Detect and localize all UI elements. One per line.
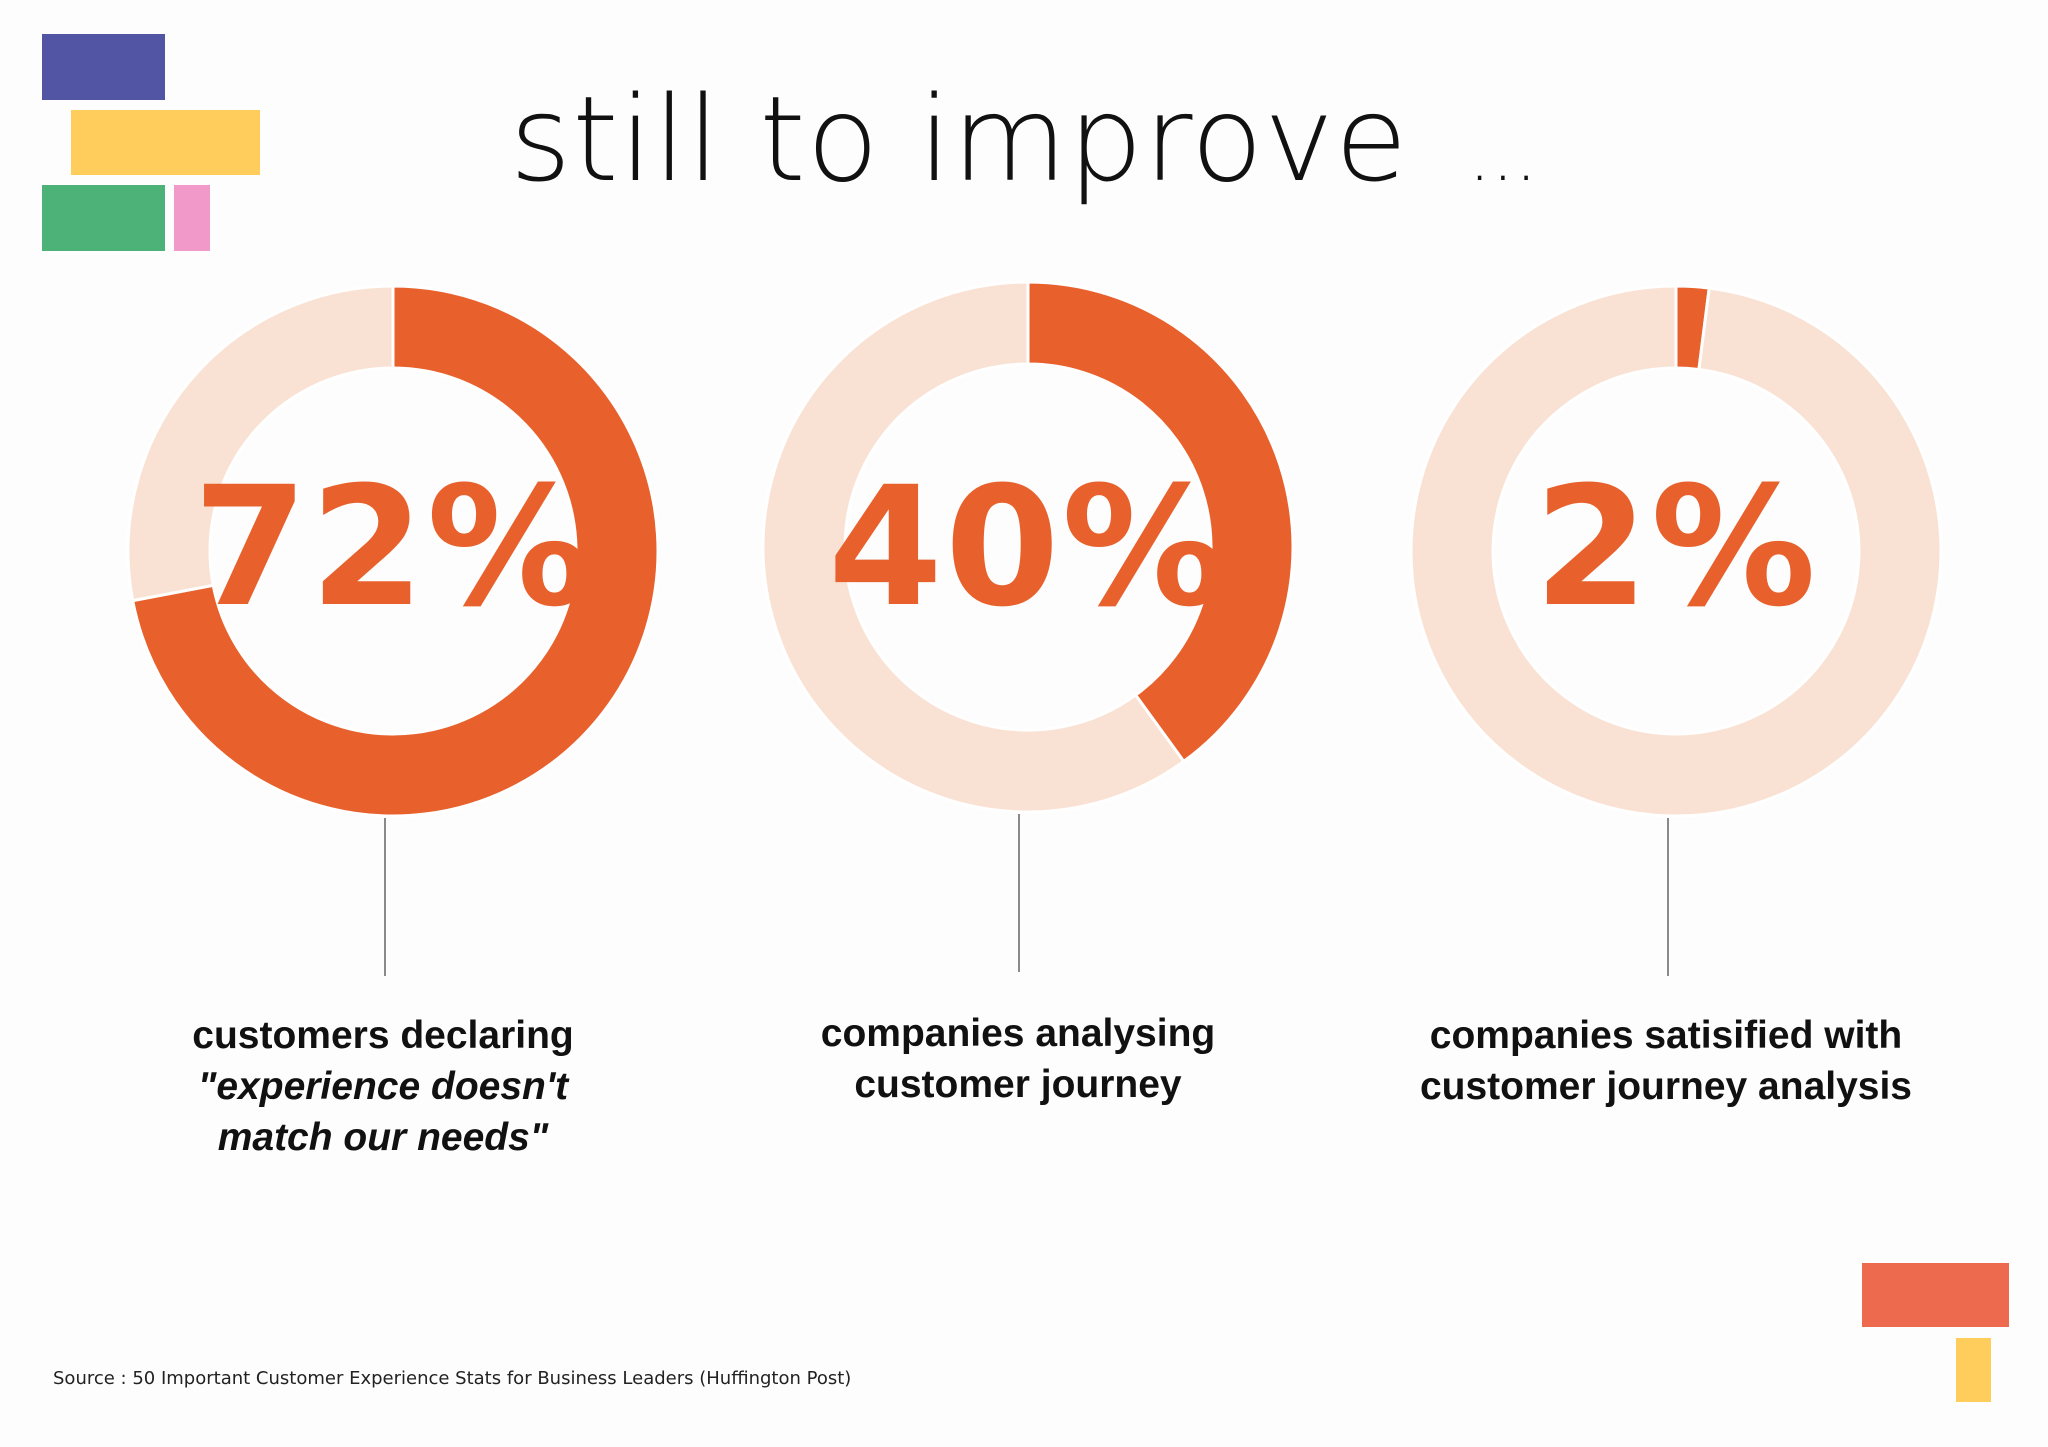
caption-3-line-2: customer journey analysis (1419, 1065, 1913, 1108)
donut-2-remainder-slice (761, 280, 1186, 814)
percent-label-2: 40% (828, 451, 1229, 643)
caption-2-line-2: customer journey (854, 1063, 1182, 1106)
donut-1-value-slice (130, 284, 660, 818)
caption-3: companies satisified with customer journ… (1356, 1010, 1976, 1112)
caption-1-line-1: customers declaring (192, 1014, 574, 1057)
caption-1-line-2: "experience doesn't (197, 1065, 569, 1108)
deco-block-green (42, 185, 165, 251)
caption-2: companies analysing customer journey (738, 1008, 1298, 1110)
donut-2-value-slice (1026, 280, 1295, 764)
deco-block-yellow-small (1956, 1338, 1991, 1402)
donut-1-remainder-slice (126, 284, 395, 603)
caption-1-line-3: match our needs" (217, 1116, 549, 1159)
page-title: still to improve... (509, 70, 1539, 208)
caption-2-line-1: companies analysing (820, 1012, 1216, 1055)
percent-label-1: 72% (193, 451, 594, 643)
deco-block-blue (42, 34, 165, 100)
title-ellipsis: ... (1468, 115, 1539, 197)
leader-line-1 (384, 818, 386, 976)
deco-block-yellow (71, 110, 260, 175)
deco-block-pink (174, 185, 210, 251)
source-note: Source : 50 Important Customer Experienc… (53, 1368, 852, 1389)
leader-line-3 (1667, 818, 1669, 976)
deco-block-red (1862, 1263, 2009, 1327)
caption-1: customers declaring "experience doesn't … (103, 1010, 663, 1163)
donut-3-remainder-slice (1409, 284, 1943, 818)
percent-label-3: 2% (1533, 451, 1819, 643)
caption-3-line-1: companies satisified with (1429, 1014, 1903, 1057)
leader-line-2 (1018, 814, 1020, 972)
